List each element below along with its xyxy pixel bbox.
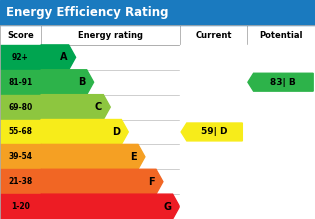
Text: 39-54: 39-54 bbox=[9, 152, 32, 161]
Bar bbox=[0, 95, 41, 120]
Text: G: G bbox=[163, 201, 171, 212]
Polygon shape bbox=[41, 70, 94, 95]
Bar bbox=[180, 45, 247, 219]
Text: 92+: 92+ bbox=[12, 53, 29, 62]
Text: B: B bbox=[78, 77, 85, 87]
Bar bbox=[0, 45, 41, 70]
Text: 1-20: 1-20 bbox=[11, 202, 30, 211]
Bar bbox=[0, 70, 41, 95]
Polygon shape bbox=[41, 95, 110, 120]
Text: Current: Current bbox=[195, 30, 232, 40]
Polygon shape bbox=[41, 144, 145, 169]
Text: E: E bbox=[130, 152, 136, 162]
Bar bbox=[0, 144, 41, 169]
Text: D: D bbox=[112, 127, 120, 137]
Text: 81-91: 81-91 bbox=[9, 78, 32, 87]
Text: 21-38: 21-38 bbox=[9, 177, 32, 186]
Text: Energy Efficiency Rating: Energy Efficiency Rating bbox=[6, 6, 169, 19]
Polygon shape bbox=[41, 169, 163, 194]
Bar bbox=[0, 120, 41, 144]
Text: C: C bbox=[94, 102, 102, 112]
Bar bbox=[247, 45, 315, 219]
Bar bbox=[0, 169, 41, 194]
Text: F: F bbox=[148, 177, 154, 187]
Polygon shape bbox=[41, 45, 76, 70]
Text: 69-80: 69-80 bbox=[9, 102, 32, 111]
Bar bbox=[0, 25, 315, 219]
Bar bbox=[0, 25, 315, 45]
Text: Potential: Potential bbox=[259, 30, 303, 40]
Polygon shape bbox=[181, 123, 242, 141]
Polygon shape bbox=[41, 194, 180, 219]
Bar bbox=[0, 0, 315, 25]
Text: A: A bbox=[60, 52, 67, 62]
Bar bbox=[0, 25, 315, 219]
Bar bbox=[0, 194, 41, 219]
Text: Score: Score bbox=[7, 30, 34, 40]
Text: Energy rating: Energy rating bbox=[78, 30, 143, 40]
Polygon shape bbox=[248, 73, 313, 91]
Text: 55-68: 55-68 bbox=[9, 127, 32, 136]
Text: 83| B: 83| B bbox=[271, 78, 296, 87]
Text: 59| D: 59| D bbox=[201, 127, 228, 136]
Polygon shape bbox=[41, 120, 128, 144]
